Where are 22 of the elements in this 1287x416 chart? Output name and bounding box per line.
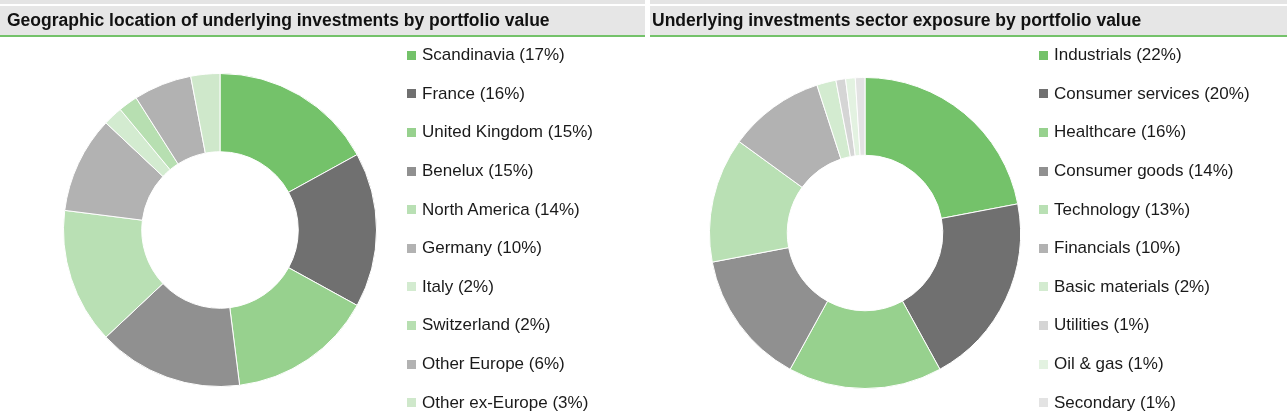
legend-label: Oil & gas (1%) [1054,354,1164,375]
legend-label: Germany (10%) [422,238,542,259]
legend-label: Healthcare (16%) [1054,122,1187,143]
legend-label: Other Europe (6%) [422,354,565,375]
legend-label: North America (14%) [422,199,580,220]
legend-label: Basic materials (2%) [1054,276,1210,297]
legend-label: Switzerland (2%) [422,315,551,336]
legend-label: Consumer services (20%) [1054,83,1250,104]
legend-label: Secondary (1%) [1054,392,1176,413]
legend-label: Utilities (1%) [1054,315,1150,336]
legend-label: Benelux (15%) [422,161,534,182]
legend-label: Other ex-Europe (3%) [422,392,589,413]
legend-label: United Kingdom (15%) [422,122,594,143]
legend-label: Technology (13%) [1054,199,1191,220]
legend-label: Scandinavia (17%) [422,45,565,66]
legend-label: Italy (2%) [422,276,494,297]
legend-label: Industrials (22%) [1054,45,1182,66]
legend-label: Consumer goods (14%) [1054,161,1234,182]
legend-label: France (16%) [422,83,525,104]
chart-title: Underlying investments sector exposure by portfolio value [652,10,1142,31]
chart-title: Geographic location of underlying investments by portfolio value [7,10,550,31]
legend-label: Financials (10%) [1054,238,1181,259]
